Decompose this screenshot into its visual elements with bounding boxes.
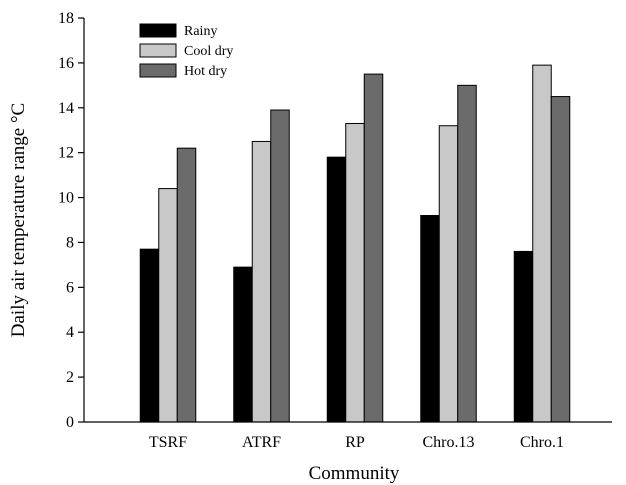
bar-rainy-chro13 (420, 215, 440, 423)
x-tick-label: Chro.13 (423, 434, 475, 451)
x-tick-label: RP (345, 434, 365, 451)
legend-label-hot-dry: Hot dry (184, 64, 227, 79)
y-tick-label: 14 (58, 100, 74, 117)
bar-cool-dry-rp (345, 122, 365, 423)
y-tick-label: 4 (66, 324, 74, 341)
bar-hot-dry-chro1 (550, 96, 571, 423)
y-tick-label: 12 (58, 145, 74, 162)
bar-rainy-rp (326, 156, 347, 423)
bar-rainy-atrf (233, 266, 253, 423)
y-ticks-group: 0 2 4 6 8 10 12 14 16 18 (58, 10, 84, 431)
bar-cool-dry-chro13 (438, 125, 459, 423)
bar-hot-dry-chro13 (457, 84, 477, 423)
legend-swatch-rainy (139, 23, 177, 38)
bar-hot-dry-tsrf (176, 147, 197, 423)
x-axis-title: Community (309, 463, 400, 484)
bar-hot-dry-atrf (270, 109, 290, 423)
x-tick-label: Chro.1 (520, 434, 564, 451)
x-tick-label: ATRF (242, 434, 281, 451)
axes-group (83, 18, 612, 423)
legend: Rainy Cool dry Hot dry (139, 23, 233, 79)
legend-label-rainy: Rainy (184, 24, 217, 39)
bar-cool-dry-atrf (251, 140, 272, 423)
y-tick-label: 16 (58, 55, 74, 72)
bar-hot-dry-rp (363, 73, 384, 423)
bar-cool-dry-chro1 (532, 64, 552, 423)
y-tick-label: 8 (66, 234, 74, 251)
y-axis-title: Daily air temperature range °C (8, 103, 29, 337)
y-tick-label: 10 (58, 190, 74, 207)
y-tick-label: 2 (66, 369, 74, 386)
y-tick-label: 6 (66, 279, 74, 296)
legend-swatch-cool-dry (139, 43, 177, 58)
y-tick-label: 18 (58, 10, 74, 27)
bar-rainy-tsrf (139, 248, 160, 423)
x-tick-label: TSRF (149, 434, 187, 451)
legend-label-cool-dry: Cool dry (184, 44, 233, 59)
bar-cool-dry-tsrf (158, 188, 178, 423)
x-ticks-group: TSRF ATRF RP Chro.13 Chro.1 (149, 434, 564, 451)
legend-swatch-hot-dry (139, 63, 177, 78)
bars-group (139, 64, 571, 423)
y-tick-label: 0 (66, 414, 74, 431)
bar-rainy-chro1 (513, 250, 534, 423)
